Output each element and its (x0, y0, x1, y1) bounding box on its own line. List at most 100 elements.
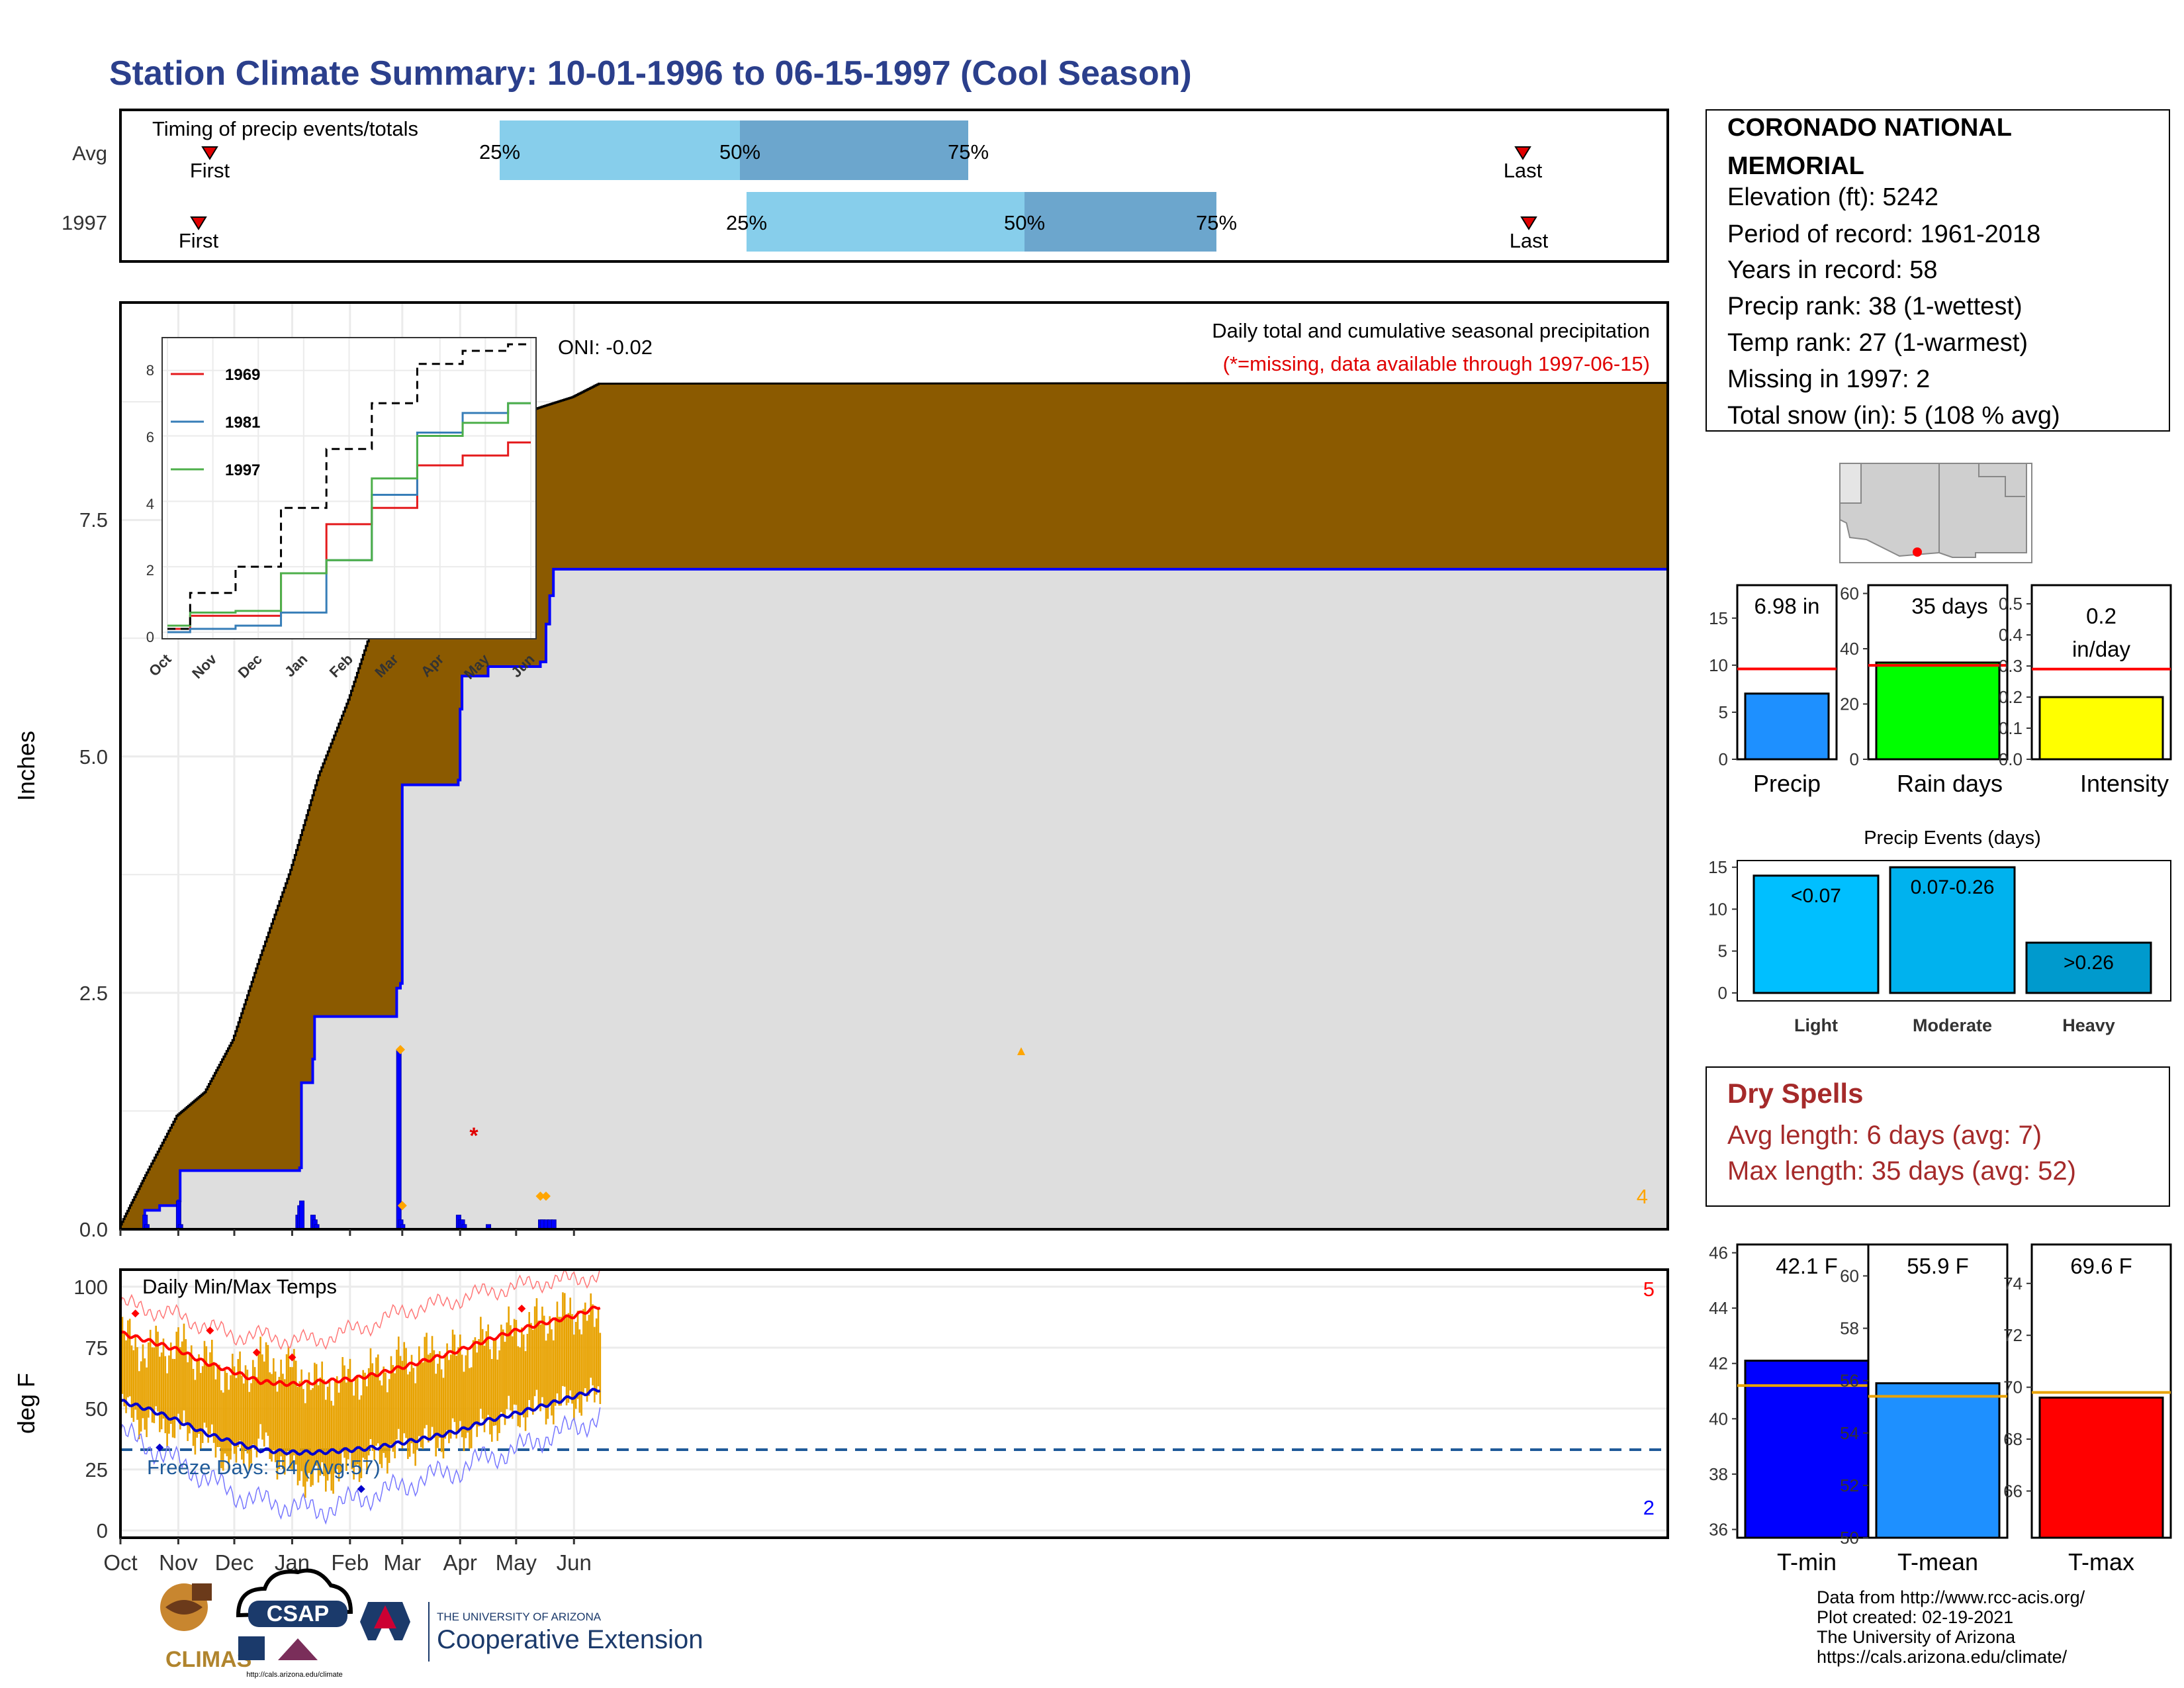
temp-range-bar (539, 1324, 541, 1411)
temp-range-bar (173, 1358, 176, 1438)
temp-range-bar (532, 1329, 534, 1415)
temp-range-bar (474, 1337, 477, 1425)
temp-range-bar (439, 1351, 441, 1438)
temp-summary-tick-label: 60 (1840, 1266, 1859, 1286)
credits: Data from http://www.rcc-acis.org/ Plot … (1817, 1587, 2085, 1667)
temp-range-bar (314, 1362, 316, 1465)
summary-tick-label: 0.3 (1999, 656, 2023, 676)
temp-range-bar (257, 1354, 260, 1439)
credit-university: The University of Arizona (1817, 1627, 2016, 1647)
temp-range-bar (326, 1386, 329, 1481)
csap-logo: CSAP http://cals.arizona.edu/climate (236, 1568, 353, 1679)
temp-range-bar (177, 1327, 179, 1414)
month-label: Feb (331, 1550, 369, 1575)
dry-spells: Dry Spells Avg length: 6 days (avg: 7) M… (1706, 1066, 2170, 1207)
temp-range-bar (571, 1314, 573, 1404)
temp-range-bar (586, 1321, 588, 1402)
station-name-1: CORONADO NATIONAL (1727, 114, 2012, 142)
temp-range-bar (273, 1358, 275, 1450)
temp-range-bar (360, 1395, 363, 1479)
temp-range-bar (341, 1357, 343, 1452)
month-label: Apr (443, 1550, 477, 1575)
temp-summary-bar (2038, 1396, 2164, 1539)
temp-summary-bar (1875, 1382, 2001, 1539)
month-axis: Oct Nov Dec Jan Feb Mar Apr May Jun (103, 1229, 592, 1575)
temp-range-bar (469, 1368, 471, 1449)
temp-range-bar (490, 1359, 493, 1442)
temp-range-bar (282, 1374, 284, 1470)
intensity-value: 0.2 (2086, 604, 2116, 628)
events-bar-moderate (1889, 866, 2016, 994)
temp-range-bar (431, 1336, 433, 1427)
temp-range-bar (201, 1366, 204, 1443)
daily-precip-bars (142, 1045, 557, 1230)
summary-tick-label: 40 (1840, 639, 1859, 659)
events-category-label: Heavy (2062, 1015, 2115, 1035)
temp-range-bar (508, 1306, 510, 1396)
summary-tick-label: 20 (1840, 694, 1859, 714)
temp-range-bar (394, 1373, 396, 1459)
temp-range-bar (252, 1360, 254, 1445)
month-label: Nov (159, 1550, 198, 1575)
climas-logo: CLIMAS (160, 1583, 251, 1672)
temp-range-bar (582, 1309, 584, 1395)
temp-range-bar (340, 1382, 342, 1472)
summary-tick-label: 0.2 (1999, 687, 2023, 707)
temp-range-bar (569, 1297, 572, 1391)
first-marker-avg-icon (201, 146, 218, 160)
precip-ytick-0: 0.0 (79, 1218, 108, 1241)
temp-range-bar (480, 1317, 482, 1409)
precip-bar-label: Precip (1753, 770, 1821, 797)
temp-range-bar (580, 1334, 582, 1416)
temp-range-bar (397, 1336, 400, 1429)
first-label-1997: First (179, 229, 219, 252)
temp-range-bar (396, 1349, 398, 1440)
temp-range-bar (328, 1379, 331, 1474)
daily-precip-bar (551, 1219, 557, 1230)
temp-range-bar (487, 1324, 489, 1415)
temp-range-bar (312, 1388, 314, 1485)
temp-range-bar (351, 1382, 353, 1470)
events-tick-label: 0 (1718, 983, 1727, 1003)
temp-range-bar (285, 1354, 288, 1456)
temp-summary-tick-label: 54 (1840, 1423, 1859, 1443)
temp-summary-tick-label: 44 (1709, 1298, 1728, 1318)
temp-range-bar (192, 1368, 195, 1446)
ua-name: THE UNIVERSITY OF ARIZONA (437, 1611, 602, 1623)
station-temp-rank: Temp rank: 27 (1-warmest) (1727, 329, 2028, 357)
temp-range-bar (590, 1293, 592, 1378)
temp-range-bar (198, 1354, 200, 1434)
temp-range-bar (519, 1347, 521, 1428)
last-marker-avg-icon (1514, 146, 1531, 160)
temp-range-bar (526, 1334, 529, 1418)
temp-range-bar (325, 1399, 327, 1492)
daily-precip-bar (299, 1200, 305, 1230)
temp-range-bar (222, 1392, 224, 1471)
precip-ytick-2: 5.0 (79, 745, 108, 769)
temp-range-bar (278, 1376, 281, 1470)
temp-range-bar (226, 1372, 228, 1456)
timing-avg-25-50 (500, 120, 740, 180)
temp-range-bar (426, 1333, 428, 1425)
freeze-days: Freeze Days: 54 (Avg:57) (147, 1456, 381, 1479)
temp-range-bar (203, 1340, 206, 1423)
temp-range-bar (302, 1389, 304, 1487)
temp-range-bar (125, 1340, 127, 1413)
station-precip-rank: Precip rank: 38 (1-wettest) (1727, 293, 2023, 320)
temp-range-bar (242, 1383, 245, 1466)
locator-map (1839, 463, 2032, 563)
timing-avg-50: 50% (719, 140, 760, 164)
oni-value: ONI: -0.02 (558, 336, 653, 359)
temp-range-bar (599, 1333, 602, 1405)
temp-range-bar (175, 1331, 177, 1417)
temp-range-bar (449, 1354, 452, 1439)
temp-range-bar (164, 1356, 167, 1434)
temp-range-bar (356, 1377, 359, 1465)
summary-tick-label: 5 (1719, 702, 1728, 722)
temp-range-bar (567, 1313, 570, 1403)
temp-summary-bars: 42.1 F T-min 36 38 40 42 44 46 55.9 F T-mean 50 52 5… (1709, 1243, 2172, 1575)
temp-range-bar (459, 1335, 461, 1421)
temp-range-bar (123, 1332, 126, 1407)
temp-range-bar (253, 1367, 256, 1450)
events-title: Precip Events (days) (1864, 827, 2041, 849)
